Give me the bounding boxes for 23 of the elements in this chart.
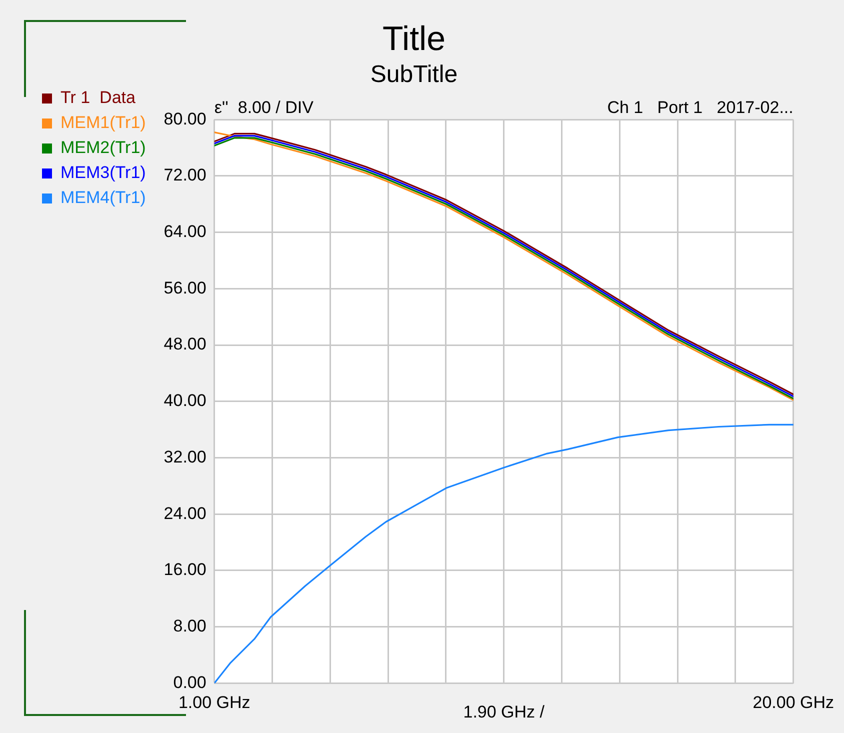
y-tick-label: 80.00	[164, 109, 206, 128]
y-tick-label: 8.00	[173, 616, 206, 636]
text: ε'' 8.00 / DIV	[214, 98, 314, 117]
y-tick-label: 16.00	[164, 560, 206, 580]
y-tick-label: 72.00	[164, 166, 206, 185]
y-tick-label: 64.00	[164, 222, 206, 242]
text: Ch 1 Port 1 2017-02...	[607, 98, 794, 117]
x-tick-label: 20.00 GHz	[752, 693, 834, 712]
legend-label: MEM4(Tr1)	[60, 188, 146, 208]
y-tick-label: 0.00	[173, 672, 206, 692]
legend-label: Tr 1 Data	[60, 88, 136, 108]
y-tick-label: 24.00	[164, 504, 206, 523]
legend-label: MEM1(Tr1)	[60, 113, 146, 132]
legend-label: MEM2(Tr1)	[60, 138, 146, 158]
y-tick-label: 56.00	[164, 278, 206, 298]
y-tick-label: 32.00	[164, 447, 206, 466]
x-axis-title: 1.90 GHz /	[463, 702, 545, 722]
y-tick-label: 40.00	[164, 391, 206, 410]
chart-subtitle: SubTitle	[370, 60, 458, 88]
x-tick-label: 1.00 GHz	[178, 693, 250, 712]
y-tick-label: 48.00	[164, 334, 206, 354]
chart-title: Title	[382, 20, 446, 58]
legend-label: MEM3(Tr1)	[60, 163, 146, 182]
